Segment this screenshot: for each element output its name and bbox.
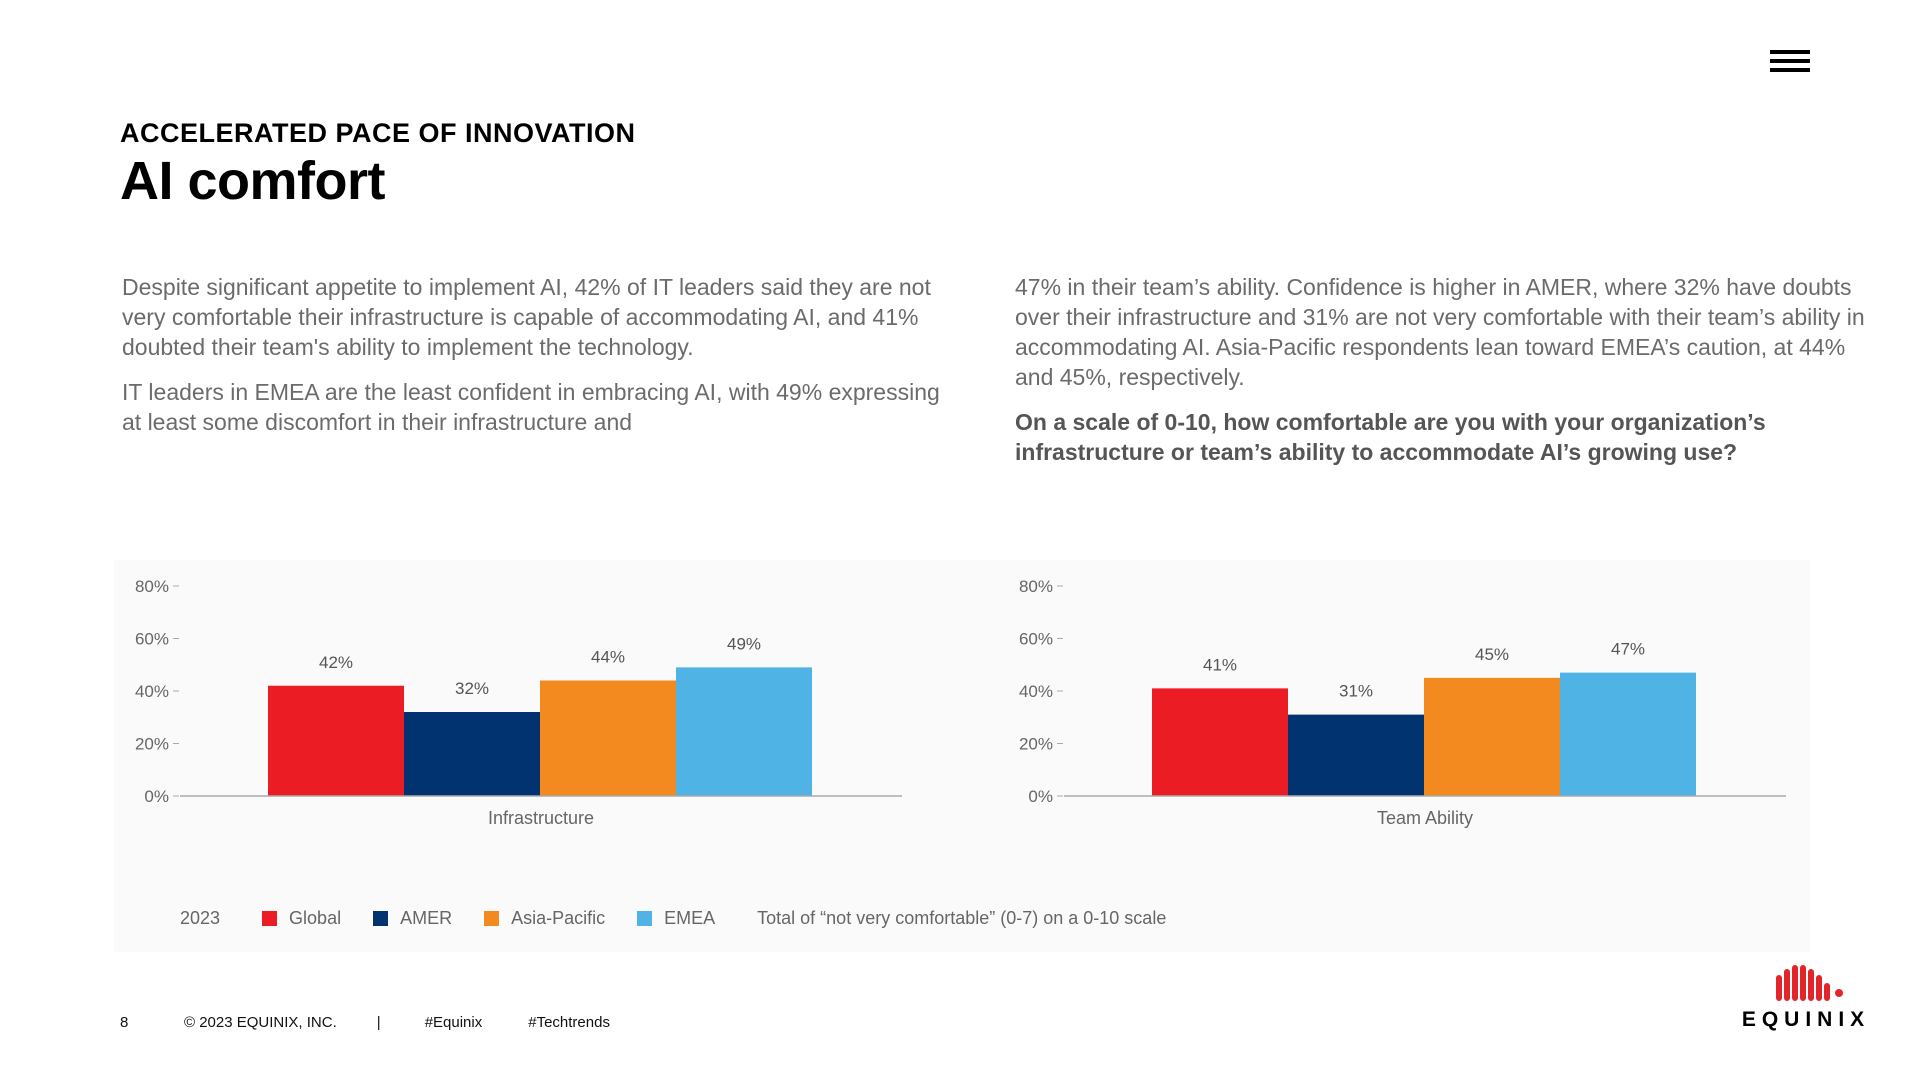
y-tick-label: 20%: [135, 735, 169, 754]
section-eyebrow: ACCELERATED PACE OF INNOVATION: [120, 118, 636, 148]
y-tick-label: 60%: [1019, 630, 1053, 649]
y-tick-label: 20%: [1019, 735, 1053, 754]
legend-item-asia-pacific: Asia-Pacific: [484, 908, 605, 929]
body-paragraph: Despite significant appetite to implemen…: [122, 274, 931, 360]
chart-legend: 2023 Global AMER Asia-Pacific EMEA Total…: [180, 906, 1166, 930]
team-ability-chart: 0% 20% 40% 60% 80% 41% 31% 45% 47% Team Ability: [1019, 577, 1786, 828]
bar-emea: [676, 667, 812, 796]
logo-wordmark: EQUINIX: [1741, 1008, 1871, 1031]
bar-amer: [1288, 714, 1424, 796]
hashtag-techtrends[interactable]: #Techtrends: [528, 1013, 610, 1031]
bar-asia-pacific: [1424, 677, 1560, 796]
legend-swatch: [484, 910, 500, 926]
page-number: 8: [120, 1013, 129, 1031]
legend-label: AMER: [400, 907, 453, 928]
page-footer: 8 © 2023 EQUINIX, INC. | #Equinix #Techt…: [120, 1012, 610, 1032]
bar-global: [268, 685, 404, 796]
legend-item-emea: EMEA: [637, 908, 715, 929]
legend-swatch: [373, 910, 389, 926]
bar-global: [1152, 688, 1288, 796]
y-tick-label: 40%: [1019, 682, 1053, 701]
x-axis-label: Infrastructure: [488, 808, 594, 828]
body-left-column: Despite significant appetite to implemen…: [122, 272, 962, 452]
copyright: © 2023 EQUINIX, INC.: [184, 1013, 337, 1031]
y-tick-label: 80%: [1019, 577, 1053, 596]
legend-item-global: Global: [262, 908, 341, 929]
bar-asia-pacific: [540, 680, 676, 796]
bar-data-label: 49%: [727, 634, 761, 653]
bar-emea: [1560, 672, 1696, 796]
legend-item-amer: AMER: [373, 908, 452, 929]
body-paragraph: IT leaders in EMEA are the least confide…: [122, 379, 940, 435]
bar-data-label: 41%: [1203, 655, 1237, 674]
menu-icon[interactable]: [1770, 50, 1810, 72]
legend-label: EMEA: [664, 907, 716, 928]
infrastructure-chart: 0% 20% 40% 60% 80% 42% 32% 44% 49% Infrastructure: [135, 577, 902, 828]
body-paragraph: 47% in their team’s ability. Confidence …: [1015, 274, 1865, 390]
body-right-column: 47% in their team’s ability. Confidence …: [1015, 272, 1865, 482]
y-tick-label: 0%: [144, 787, 169, 806]
legend-swatch: [637, 910, 653, 926]
bar-data-label: 31%: [1339, 682, 1373, 701]
legend-note: Total of “not very comfortable” (0-7) on…: [757, 907, 1167, 928]
y-tick-label: 80%: [135, 577, 169, 596]
page-title: AI comfort: [120, 151, 386, 211]
equinix-logo-icon: [1776, 965, 1843, 1001]
survey-question: On a scale of 0-10, how comfortable are …: [1015, 409, 1766, 465]
footer-separator: |: [376, 1013, 381, 1031]
y-tick-label: 60%: [135, 630, 169, 649]
legend-year: 2023: [180, 907, 221, 928]
bar-data-label: 44%: [591, 648, 625, 667]
y-tick-label: 40%: [135, 682, 169, 701]
legend-label: Asia-Pacific: [511, 907, 606, 928]
legend-swatch: [262, 910, 278, 926]
bar-amer: [404, 712, 540, 796]
bar-data-label: 47%: [1611, 640, 1645, 659]
bar-data-label: 45%: [1475, 645, 1509, 664]
equinix-logo: EQUINIX: [1738, 962, 1874, 1036]
hashtag-equinix[interactable]: #Equinix: [424, 1013, 483, 1031]
y-tick-label: 0%: [1028, 787, 1053, 806]
legend-label: Global: [289, 907, 342, 928]
bar-data-label: 32%: [455, 679, 489, 698]
x-axis-label: Team Ability: [1377, 808, 1473, 828]
bar-data-label: 42%: [319, 653, 353, 672]
